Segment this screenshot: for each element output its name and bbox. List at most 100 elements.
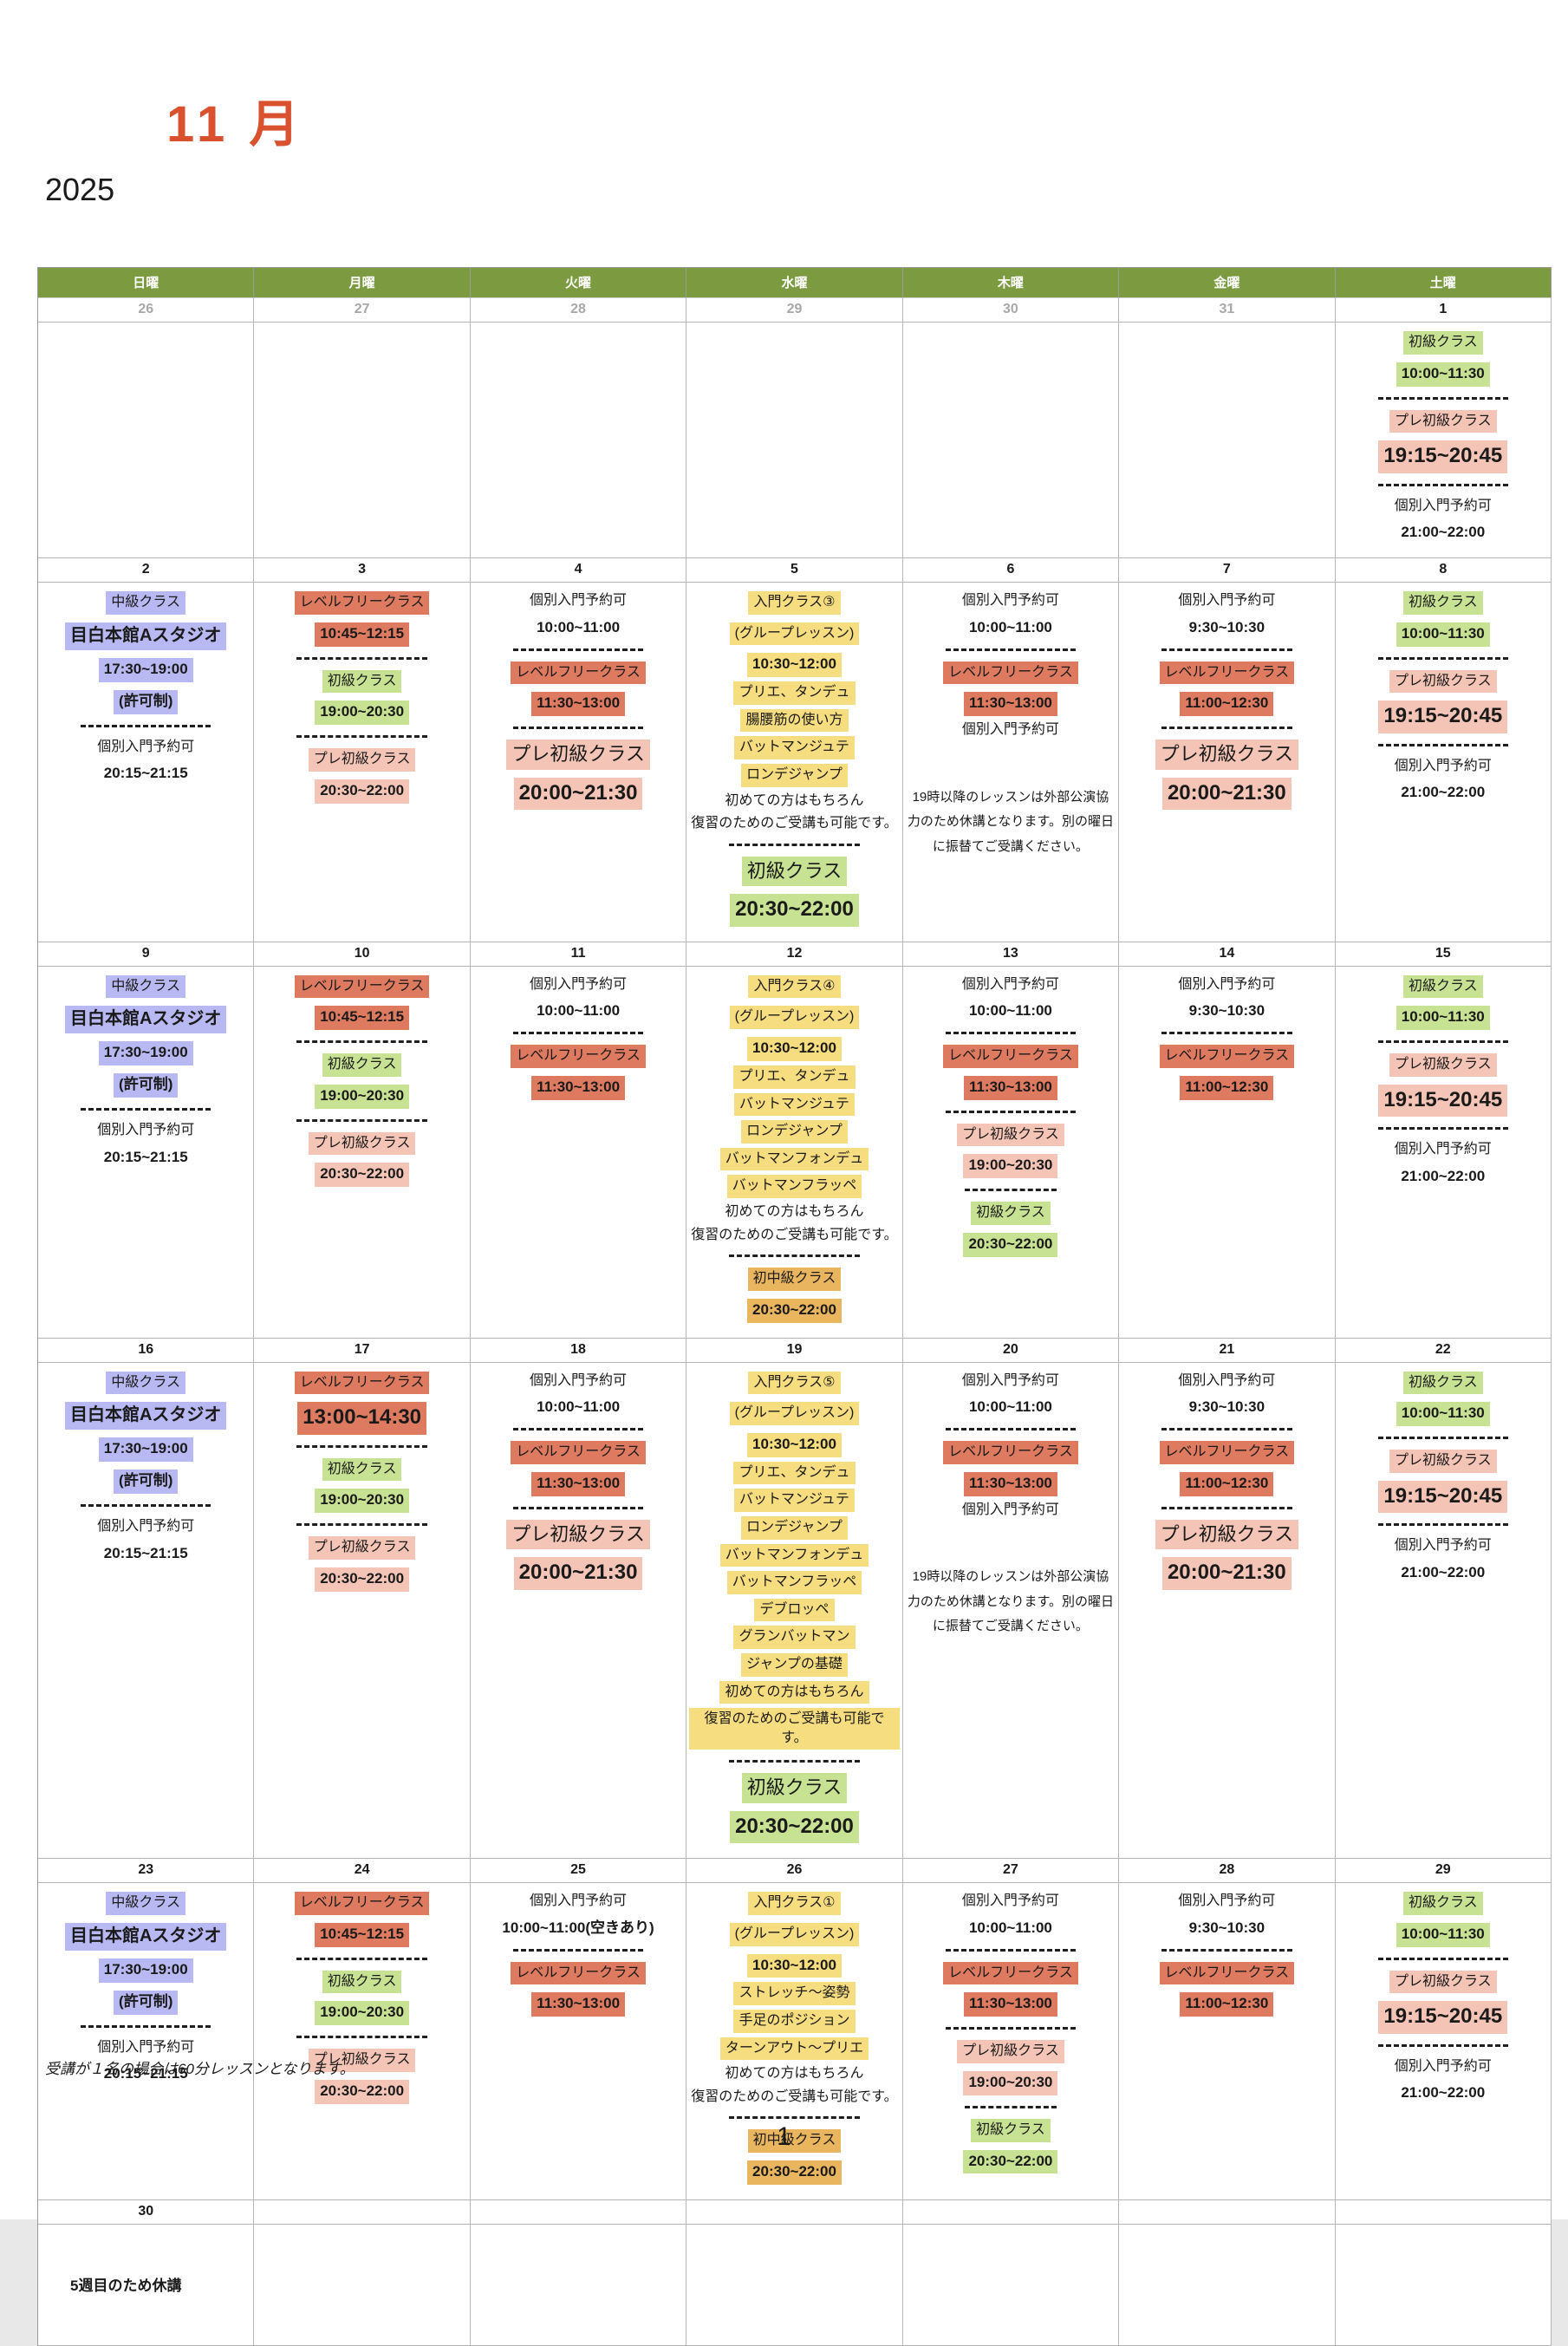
text-entry: 初めての方はもちろん [725,2066,864,2082]
dashed-divider [1377,1437,1508,1440]
class-entry: グランバットマン [689,1626,899,1649]
day-number: 19 [686,1338,903,1363]
highlight: プレ初級クラス [1155,740,1299,770]
highlight: ストレッチ〜姿勢 [733,1982,856,2006]
weekday-header: 月曜 [254,268,471,298]
dashed-divider [1377,1040,1508,1044]
highlight: レベルフリークラス [1159,1045,1295,1068]
text-entry: 初めての方はもちろん [725,1203,864,1219]
day-number [1335,2199,1552,2225]
highlight: 17:30~19:00 [98,1437,193,1463]
text-entry: 個別入門予約可 [1394,1142,1492,1157]
highlight: 19:15~20:45 [1378,1084,1508,1118]
dashed-divider [296,1957,427,1960]
highlight: 初級クラス [741,856,848,887]
highlight: レベルフリークラス [294,1371,430,1395]
class-entry: 10:00~11:30 [1338,1006,1548,1031]
dashed-divider [512,1428,644,1431]
class-entry: 初中級クラス [689,2129,899,2154]
text-entry: 復習のためのご受講も可能です。 [691,2089,898,2104]
highlight: プレ初級クラス [506,1519,650,1550]
day-number: 4 [470,558,687,583]
day-number: 1 [1335,298,1552,323]
class-entry: 19:15~20:45 [1338,1480,1548,1514]
highlight: 10:30~12:00 [747,1432,842,1457]
day-number: 24 [254,1859,471,1884]
class-entry: プレ初級クラス [1338,1970,1548,1994]
year-label: 2025 [45,172,115,207]
spacer [906,747,1116,785]
page-number: 1 [777,2122,791,2151]
dashed-divider [1377,743,1508,746]
class-entry: 19:15~20:45 [1338,440,1548,473]
highlight: 20:30~22:00 [315,1163,410,1188]
weekday-header: 木曜 [902,268,1120,298]
highlight: 初めての方はもちろん [719,1680,869,1704]
highlight: (グループレッスン) [729,622,860,646]
class-entry: プレ初級クラス [473,740,683,770]
highlight: (許可制) [114,1073,179,1098]
text-entry: 個別入門予約可 [961,1372,1059,1388]
dashed-divider [1377,483,1508,486]
class-entry: プレ初級クラス [257,1536,466,1560]
class-entry: 17:30~19:00 [41,1437,250,1463]
text-entry: 個別入門予約可 [1394,2058,1492,2074]
highlight: (グループレッスン) [729,1006,860,1029]
text-entry: 10:00~11:00 [537,1002,621,1020]
highlight: 10:00~11:30 [1396,1922,1490,1947]
highlight: 目白本館Aスタジオ [64,1006,227,1034]
day-number: 15 [1335,942,1552,967]
class-entry: 17:30~19:00 [41,1958,250,1983]
class-entry: プレ初級クラス [1338,669,1548,694]
highlight: 入門クラス① [748,1892,841,1915]
text-entry: 個別入門予約可 [1178,976,1276,992]
dashed-divider [729,843,860,846]
class-entry: レベルフリークラス [906,1441,1116,1464]
highlight: プリエ、タンデュ [733,1461,856,1485]
dashed-divider [1161,1032,1292,1035]
text-entry: 個別入門予約可 [530,976,628,992]
dashed-divider [1161,648,1292,651]
class-entry: 20:30~22:00 [257,779,466,804]
day-cell-19: 入門クラス⑤ (グループレッスン) 10:30~12:00 プリエ、タンデュ バットマン… [686,1362,903,1860]
class-entry: 11:30~13:00 [473,1075,683,1100]
day-number: 11 [470,942,687,967]
dashed-divider [1377,2043,1508,2047]
highlight: 20:30~22:00 [315,2080,410,2104]
highlight: 19:15~20:45 [1378,440,1508,473]
day-cell-9: 中級クラス 目白本館Aスタジオ 17:30~19:00 (許可制) 個別入門予約可 20:… [38,966,255,1339]
text-entry: 個別入門予約可 [961,1502,1059,1517]
class-entry: ロンデジャンプ [689,763,899,787]
highlight: バットマンフォンデュ [719,1147,869,1171]
dashed-divider [296,1444,427,1448]
day-number [470,2199,687,2225]
highlight: (グループレッスン) [729,1402,860,1425]
day-number: 20 [902,1338,1120,1363]
weekday-header: 水曜 [686,268,903,298]
class-entry: 19:00~20:30 [257,701,466,726]
dashed-divider [512,727,644,730]
day-cell-27 [254,323,471,559]
day-cell-2: 中級クラス 目白本館Aスタジオ 17:30~19:00 (許可制) 個別入門予約可 20:… [38,583,255,942]
highlight: 10:30~12:00 [747,653,842,678]
class-entry: プレ初級クラス [906,1123,1116,1147]
text-entry: 復習のためのご受講も可能です。 [691,1227,898,1242]
class-entry: レベルフリークラス [257,974,466,999]
text-entry: 個別入門予約可 [530,1893,628,1909]
class-entry: (許可制) [41,1990,250,2015]
highlight: (許可制) [114,1470,179,1495]
highlight: 10:00~11:30 [1396,622,1490,647]
class-entry: (グループレッスン) [689,1402,899,1425]
text-entry: 個別入門予約可 [97,739,195,754]
class-entry: 19:15~20:45 [1338,1084,1548,1118]
class-entry: 初級クラス [257,1970,466,1994]
highlight: 11:00~12:30 [1180,1992,1274,2017]
class-entry: ロンデジャンプ [689,1120,899,1144]
dashed-divider [296,735,427,739]
highlight: 20:30~22:00 [315,779,410,804]
highlight: デブロッペ [754,1598,835,1622]
highlight: 17:30~19:00 [98,1958,193,1983]
weekday-header: 土曜 [1335,268,1552,298]
highlight: 19:15~20:45 [1378,701,1508,733]
